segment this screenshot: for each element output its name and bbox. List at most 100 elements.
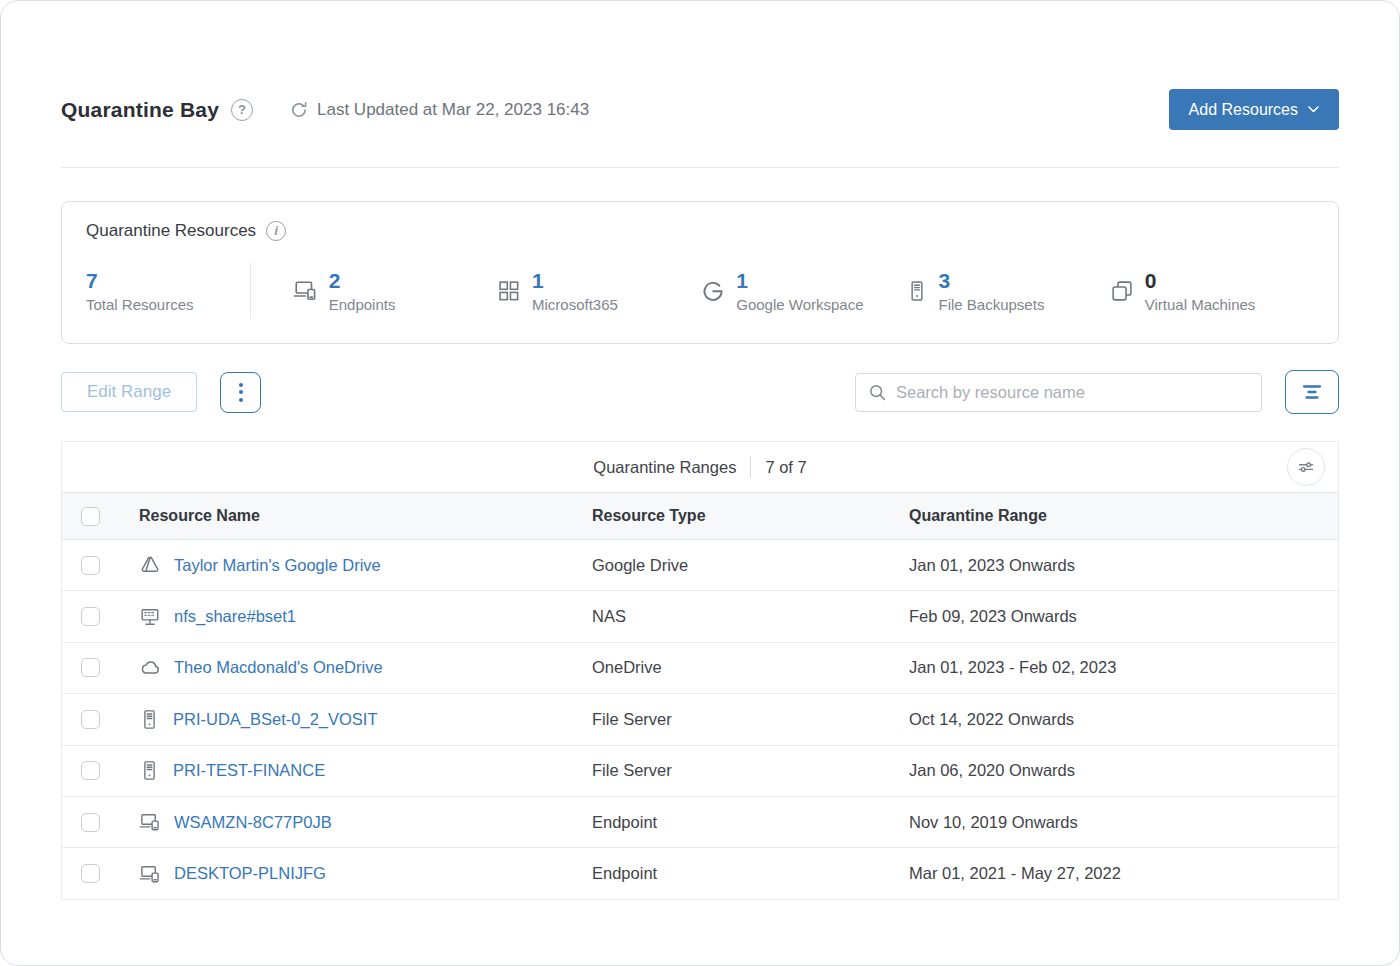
kebab-menu-button[interactable]: [220, 372, 261, 413]
row-checkbox[interactable]: [81, 607, 100, 626]
table-row: DESKTOP-PLNIJFG Endpoint Mar 01, 2021 - …: [62, 848, 1338, 899]
search-box[interactable]: [855, 373, 1262, 412]
endpoint-icon: [139, 811, 161, 833]
quarantine-ranges-table: Quarantine Ranges 7 of 7 Resource Name R…: [61, 441, 1339, 900]
filter-lines-icon: [1300, 382, 1324, 402]
stats-row: 7 Total Resources 2 Endpoints 1 Microsof…: [86, 263, 1314, 319]
endpoint-icon: [139, 863, 161, 885]
resource-type: Endpoint: [592, 813, 909, 832]
google-workspace-icon: [701, 279, 725, 303]
table-toolbar: Quarantine Ranges 7 of 7: [62, 442, 1338, 492]
stat-divider: [250, 263, 251, 319]
quarantine-range: Feb 09, 2023 Onwards: [909, 607, 1338, 626]
resource-type: OneDrive: [592, 658, 909, 677]
quarantine-range: Oct 14, 2022 Onwards: [909, 710, 1338, 729]
table-row: WSAMZN-8C77P0JB Endpoint Nov 10, 2019 On…: [62, 797, 1338, 848]
virtual-machines-icon: [1110, 279, 1134, 303]
column-resource-name: Resource Name: [139, 507, 592, 525]
file-backupset-icon: [906, 280, 928, 302]
file-server-icon: [139, 760, 160, 781]
quarantine-range: Jan 01, 2023 - Feb 02, 2023: [909, 658, 1338, 677]
column-settings-button[interactable]: [1287, 448, 1325, 486]
google-drive-icon: [139, 554, 161, 576]
toolbar-separator: [750, 456, 751, 478]
stat-label: Endpoints: [329, 296, 396, 313]
quarantine-resources-card: Quarantine Resources i 7 Total Resources…: [61, 201, 1339, 344]
stat-value: 2: [329, 269, 396, 293]
stat-endpoints: 2 Endpoints: [293, 269, 497, 313]
stat-label: Virtual Machines: [1145, 296, 1256, 313]
stat-microsoft365: 1 Microsoft365: [497, 269, 701, 313]
resource-link[interactable]: Theo Macdonald's OneDrive: [174, 658, 383, 677]
refresh-icon[interactable]: [289, 100, 309, 120]
table-header-row: Resource Name Resource Type Quarantine R…: [62, 492, 1338, 540]
resource-link[interactable]: WSAMZN-8C77P0JB: [174, 813, 332, 832]
resource-type: Google Drive: [592, 556, 909, 575]
row-checkbox[interactable]: [81, 813, 100, 832]
endpoint-icon: [293, 278, 318, 303]
nas-icon: [139, 606, 161, 628]
help-icon[interactable]: ?: [231, 99, 253, 121]
quarantine-range: Mar 01, 2021 - May 27, 2022: [909, 864, 1338, 883]
select-all-checkbox[interactable]: [81, 507, 100, 526]
add-resources-label: Add Resources: [1189, 101, 1298, 119]
quarantine-range: Nov 10, 2019 Onwards: [909, 813, 1338, 832]
column-resource-type: Resource Type: [592, 507, 909, 525]
resource-link[interactable]: PRI-UDA_BSet-0_2_VOSIT: [173, 710, 378, 729]
card-title: Quarantine Resources: [86, 221, 256, 241]
filter-button[interactable]: [1285, 370, 1339, 414]
column-quarantine-range: Quarantine Range: [909, 507, 1338, 525]
stat-label: File Backupsets: [939, 296, 1045, 313]
sliders-icon: [1296, 457, 1316, 477]
resource-type: NAS: [592, 607, 909, 626]
onedrive-icon: [139, 657, 161, 679]
page-title: Quarantine Bay: [61, 98, 219, 122]
last-updated-text: Last Updated at Mar 22, 2023 16:43: [317, 100, 589, 120]
stat-total-resources: 7 Total Resources: [86, 269, 250, 313]
stat-file-backupsets: 3 File Backupsets: [906, 269, 1110, 313]
quarantine-range: Jan 01, 2023 Onwards: [909, 556, 1338, 575]
resource-type: Endpoint: [592, 864, 909, 883]
row-checkbox[interactable]: [81, 556, 100, 575]
info-icon[interactable]: i: [266, 221, 286, 241]
header-divider: [61, 167, 1339, 168]
table-title: Quarantine Ranges: [593, 458, 736, 477]
edit-range-button[interactable]: Edit Range: [61, 372, 197, 412]
search-input[interactable]: [896, 383, 1249, 402]
row-checkbox[interactable]: [81, 864, 100, 883]
stat-value: 1: [736, 269, 863, 293]
stat-label: Microsoft365: [532, 296, 618, 313]
row-checkbox[interactable]: [81, 761, 100, 780]
table-row: Taylor Martin's Google Drive Google Driv…: [62, 540, 1338, 591]
stat-label: Total Resources: [86, 296, 250, 313]
table-row: PRI-TEST-FINANCE File Server Jan 06, 202…: [62, 746, 1338, 797]
stat-value: 7: [86, 269, 250, 293]
file-server-icon: [139, 709, 160, 730]
resource-link[interactable]: Taylor Martin's Google Drive: [174, 556, 381, 575]
resource-link[interactable]: PRI-TEST-FINANCE: [173, 761, 325, 780]
page-header: Quarantine Bay ? Last Updated at Mar 22,…: [61, 89, 1339, 130]
stat-value: 1: [532, 269, 618, 293]
stat-label: Google Workspace: [736, 296, 863, 313]
row-checkbox[interactable]: [81, 658, 100, 677]
resource-type: File Server: [592, 710, 909, 729]
row-checkbox[interactable]: [81, 710, 100, 729]
app-window: Quarantine Bay ? Last Updated at Mar 22,…: [0, 0, 1400, 966]
search-icon: [868, 383, 887, 402]
table-row: Theo Macdonald's OneDrive OneDrive Jan 0…: [62, 643, 1338, 694]
chevron-down-icon: [1308, 106, 1319, 113]
resource-type: File Server: [592, 761, 909, 780]
stat-value: 3: [939, 269, 1045, 293]
actions-row: Edit Range: [61, 370, 1339, 414]
quarantine-range: Jan 06, 2020 Onwards: [909, 761, 1338, 780]
stat-google-workspace: 1 Google Workspace: [701, 269, 905, 313]
table-count: 7 of 7: [765, 458, 806, 477]
add-resources-button[interactable]: Add Resources: [1169, 89, 1339, 130]
stat-value: 0: [1145, 269, 1256, 293]
stat-virtual-machines: 0 Virtual Machines: [1110, 269, 1314, 313]
table-row: nfs_share#bset1 NAS Feb 09, 2023 Onwards: [62, 591, 1338, 642]
microsoft365-icon: [497, 279, 521, 303]
resource-link[interactable]: nfs_share#bset1: [174, 607, 296, 626]
table-row: PRI-UDA_BSet-0_2_VOSIT File Server Oct 1…: [62, 694, 1338, 745]
resource-link[interactable]: DESKTOP-PLNIJFG: [174, 864, 326, 883]
